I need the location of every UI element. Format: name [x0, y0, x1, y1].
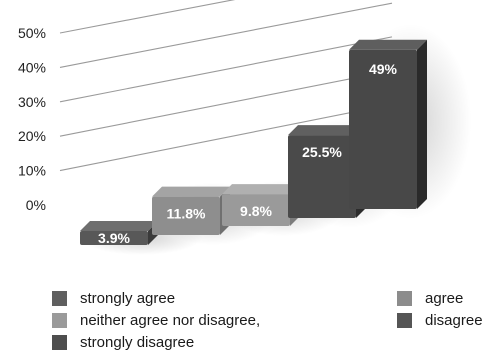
bar-top [349, 39, 427, 50]
data-label: 11.8% [167, 206, 206, 222]
bar [349, 49, 417, 209]
legend-swatch [397, 291, 412, 306]
gridline [59, 0, 236, 34]
legend-label: strongly disagree [80, 334, 195, 351]
bars [80, 39, 427, 245]
data-label: 25.5% [302, 144, 342, 160]
bar [222, 194, 290, 226]
gridline [59, 70, 393, 137]
data-label: 9.8% [240, 203, 272, 219]
bar-top [80, 221, 158, 231]
y-tick-label: 30% [18, 94, 46, 110]
legend-swatch [52, 335, 67, 350]
data-label: 3.9% [98, 230, 130, 246]
data-label: 49% [369, 61, 398, 77]
y-tick-label: 10% [18, 163, 46, 179]
y-tick-label: 40% [18, 59, 46, 75]
legend-swatch [52, 313, 67, 328]
gridline [59, 103, 393, 172]
bar-chart: 0% 10% 20% 30% 40% 50% 3.9% 11.8% 9.8% 25.5% 49% [18, 0, 472, 255]
legend-item-strongly-disagree: strongly disagree [52, 334, 194, 351]
legend-label: strongly agree [80, 290, 176, 307]
y-tick-label: 20% [18, 128, 46, 144]
bar-top [288, 125, 366, 136]
y-tick-label: 0% [26, 197, 46, 213]
legend-item-neither: neither agree nor disagree, [52, 312, 260, 329]
bar-top [152, 186, 230, 197]
y-axis-ticks: 0% 10% 20% 30% 40% 50% [18, 25, 46, 213]
bar [152, 196, 220, 235]
legend-swatch [52, 291, 67, 306]
legend-item-agree: agree [397, 290, 463, 307]
legend-label: neither agree nor disagree, [80, 312, 261, 329]
gridline [59, 36, 393, 103]
legend-item-strongly-agree: strongly agree [52, 290, 175, 307]
legend-label: disagree [425, 312, 483, 329]
gridlines [59, 0, 393, 172]
y-tick-label: 50% [18, 25, 46, 41]
bar-side [417, 39, 427, 209]
gridline [59, 2, 393, 68]
bar [288, 135, 356, 218]
data-labels: 3.9% 11.8% 9.8% 25.5% 49% [98, 61, 398, 246]
legend-item-disagree: disagree [397, 312, 483, 329]
legend-swatch [397, 313, 412, 328]
legend-label: agree [425, 290, 464, 307]
bar-top [222, 184, 300, 195]
bar [80, 231, 148, 245]
